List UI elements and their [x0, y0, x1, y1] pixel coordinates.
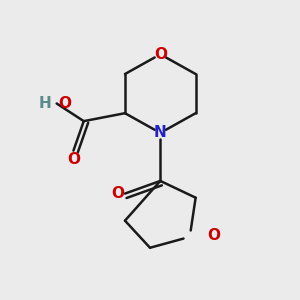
Text: O: O	[67, 152, 80, 167]
Text: N: N	[154, 125, 167, 140]
Text: O: O	[154, 47, 167, 62]
Text: O: O	[58, 96, 71, 111]
Text: O: O	[111, 186, 124, 201]
Text: O: O	[208, 228, 221, 243]
Text: H: H	[39, 96, 51, 111]
